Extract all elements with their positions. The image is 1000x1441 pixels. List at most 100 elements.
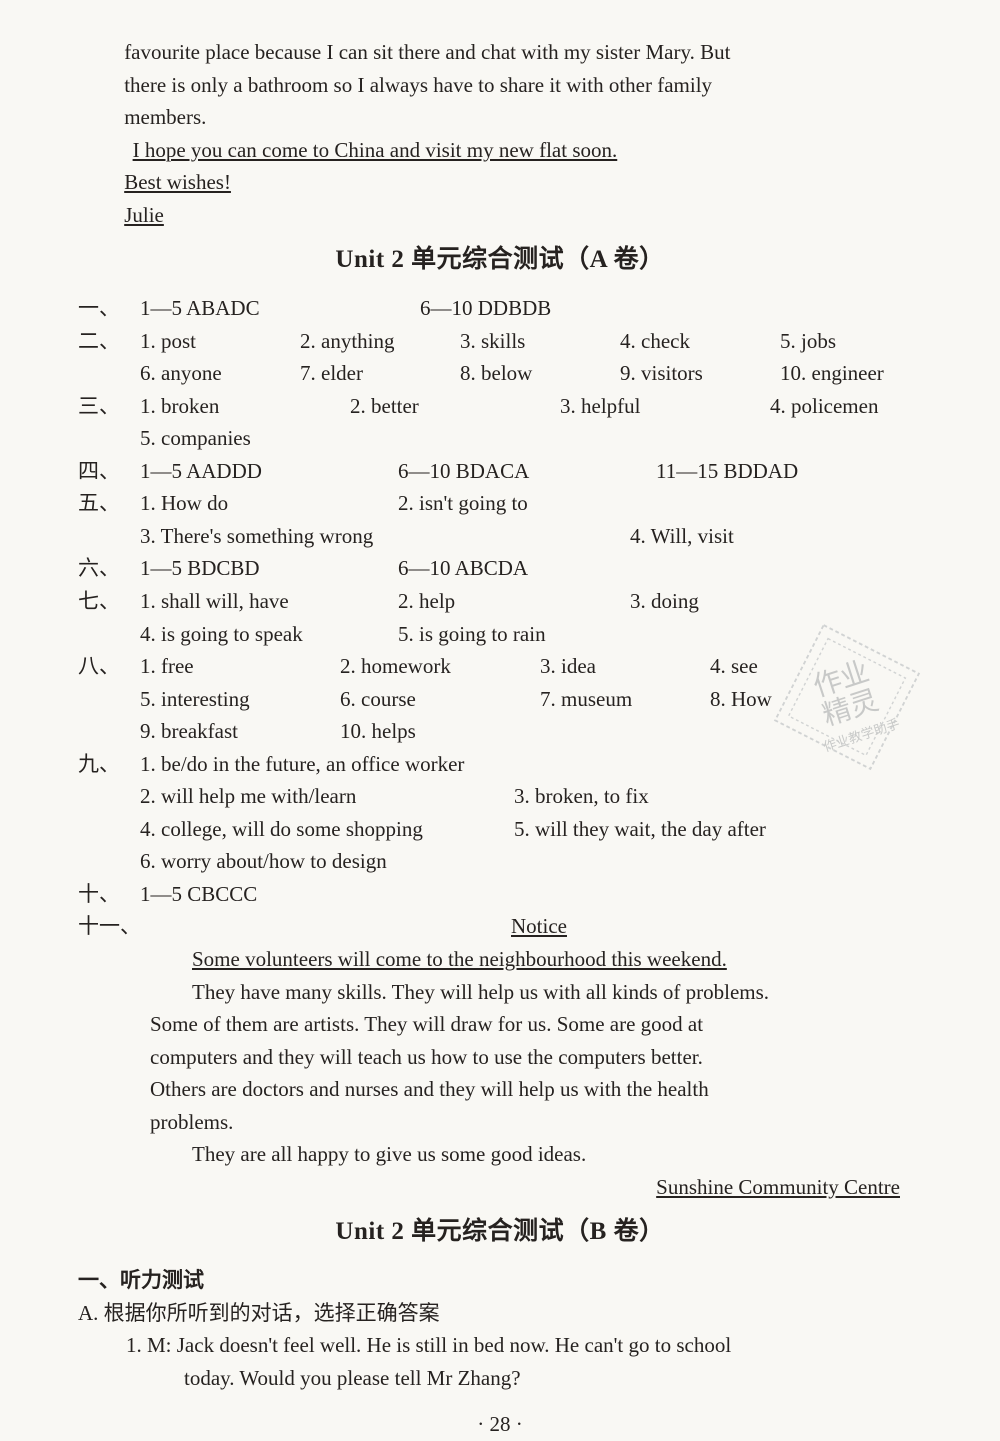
intro-line: Best wishes! <box>78 166 922 199</box>
section-label: 七、 <box>78 585 140 618</box>
answer-item: 3. broken, to fix <box>514 780 649 813</box>
answer-item: 1. How do <box>140 487 398 520</box>
section-label: 六、 <box>78 552 140 585</box>
answer-item: 3. doing <box>630 585 699 618</box>
notice-line: Others are doctors and nurses and they w… <box>78 1073 922 1106</box>
section-9: 九、 1. be/do in the future, an office wor… <box>78 748 922 781</box>
answer-item: 2. anything <box>300 325 460 358</box>
answer-range: 1—5 AADDD <box>140 455 398 488</box>
answer-item: 4. college, will do some shopping <box>140 813 514 846</box>
unit-a-title: Unit 2 单元综合测试（A 卷） <box>78 241 922 280</box>
notice-signature: Sunshine Community Centre <box>78 1171 900 1204</box>
section-label: 十、 <box>78 878 140 911</box>
section-9-row3: 4. college, will do some shopping 5. wil… <box>78 813 922 846</box>
section-6: 六、 1—5 BDCBD 6—10 ABCDA <box>78 552 922 585</box>
unit-b-title: Unit 2 单元综合测试（B 卷） <box>78 1213 922 1252</box>
sub-a: A. 根据你所听到的对话，选择正确答案 <box>78 1297 922 1330</box>
notice-line: problems. <box>78 1106 922 1139</box>
section-label: 五、 <box>78 487 140 520</box>
answer-item: 1. be/do in the future, an office worker <box>140 748 464 781</box>
section-label: 十一、 <box>78 910 156 943</box>
section-7: 七、 1. shall will, have 2. help 3. doing <box>78 585 922 618</box>
answer-item: 2. homework <box>340 650 540 683</box>
answer-range: 11—15 BDDAD <box>656 455 798 488</box>
answer-item: 6. anyone <box>140 357 300 390</box>
answer-item: 7. elder <box>300 357 460 390</box>
answer-range: 6—10 DDBDB <box>420 292 551 325</box>
answer-item: 4. see <box>710 650 758 683</box>
answer-item: 9. breakfast <box>140 715 340 748</box>
section-label: 二、 <box>78 325 140 358</box>
answer-item: 4. is going to speak <box>140 618 398 651</box>
answer-item: 4. Will, visit <box>630 520 734 553</box>
q1-line: 1. M: Jack doesn't feel well. He is stil… <box>78 1329 922 1362</box>
answer-item: 2. isn't going to <box>398 487 528 520</box>
intro-line: there is only a bathroom so I always hav… <box>78 69 922 102</box>
section-label: 九、 <box>78 748 140 781</box>
notice-line: Some of them are artists. They will draw… <box>78 1008 922 1041</box>
page-number: · 28 · <box>78 1408 922 1441</box>
section-2: 二、 1. post 2. anything 3. skills 4. chec… <box>78 325 922 358</box>
answer-item: 3. idea <box>540 650 710 683</box>
intro-line: I hope you can come to China and visit m… <box>78 134 922 167</box>
answer-item: 9. visitors <box>620 357 780 390</box>
answer-range: 1—5 ABADC <box>140 292 420 325</box>
answer-item: 1. post <box>140 325 300 358</box>
answer-item: 10. helps <box>340 715 416 748</box>
answer-item: 6. course <box>340 683 540 716</box>
intro-line: members. <box>78 101 922 134</box>
answer-item: 6. worry about/how to design <box>140 845 387 878</box>
section-3-row2: 5. companies <box>78 422 922 455</box>
section-1: 一、 1—5 ABADC 6—10 DDBDB <box>78 292 922 325</box>
answer-item: 5. will they wait, the day after <box>514 813 766 846</box>
answer-item: 2. better <box>350 390 560 423</box>
section-5: 五、 1. How do 2. isn't going to <box>78 487 922 520</box>
section-4: 四、 1—5 AADDD 6—10 BDACA 11—15 BDDAD <box>78 455 922 488</box>
answer-range: 6—10 BDACA <box>398 455 656 488</box>
answer-item: 2. will help me with/learn <box>140 780 514 813</box>
section-11: 十一、 Notice <box>78 910 922 943</box>
answer-item: 1. broken <box>140 390 350 423</box>
section-3: 三、 1. broken 2. better 3. helpful 4. pol… <box>78 390 922 423</box>
notice-line: computers and they will teach us how to … <box>78 1041 922 1074</box>
answer-item: 4. policemen <box>770 390 878 423</box>
section-9-row4: 6. worry about/how to design <box>78 845 922 878</box>
intro-line: favourite place because I can sit there … <box>78 36 922 69</box>
section-2-row2: 6. anyone 7. elder 8. below 9. visitors … <box>78 357 922 390</box>
section-8: 八、 1. free 2. homework 3. idea 4. see <box>78 650 922 683</box>
answer-item: 7. museum <box>540 683 710 716</box>
section-label: 四、 <box>78 455 140 488</box>
answer-item: 3. There's something wrong <box>140 520 630 553</box>
answer-item: 10. engineer <box>780 357 884 390</box>
notice-line: Some volunteers will come to the neighbo… <box>78 943 922 976</box>
answer-item: 3. helpful <box>560 390 770 423</box>
section-label: 三、 <box>78 390 140 423</box>
section-label: 一、 <box>78 292 140 325</box>
answer-range: 1—5 CBCCC <box>140 878 257 911</box>
answer-item: 2. help <box>398 585 630 618</box>
section-8-row3: 9. breakfast 10. helps <box>78 715 922 748</box>
answer-item: 5. is going to rain <box>398 618 546 651</box>
notice-title: Notice <box>511 914 567 938</box>
section-10: 十、 1—5 CBCCC <box>78 878 922 911</box>
answer-item: 5. interesting <box>140 683 340 716</box>
section-label: 八、 <box>78 650 140 683</box>
q1-line: today. Would you please tell Mr Zhang? <box>78 1362 922 1395</box>
section-7-row2: 4. is going to speak 5. is going to rain <box>78 618 922 651</box>
answer-range: 1—5 BDCBD <box>140 552 398 585</box>
answer-item: 8. How <box>710 683 772 716</box>
answer-item: 1. shall will, have <box>140 585 398 618</box>
answer-item: 5. companies <box>140 422 251 455</box>
section-5-row2: 3. There's something wrong 4. Will, visi… <box>78 520 922 553</box>
section-8-row2: 5. interesting 6. course 7. museum 8. Ho… <box>78 683 922 716</box>
listening-heading: 一、听力测试 <box>78 1264 922 1297</box>
answer-item: 1. free <box>140 650 340 683</box>
answer-item: 8. below <box>460 357 620 390</box>
notice-line: They have many skills. They will help us… <box>78 976 922 1009</box>
answer-item: 4. check <box>620 325 780 358</box>
intro-line: Julie <box>78 199 922 232</box>
section-9-row2: 2. will help me with/learn 3. broken, to… <box>78 780 922 813</box>
answer-item: 5. jobs <box>780 325 836 358</box>
answer-range: 6—10 ABCDA <box>398 552 528 585</box>
notice-line: They are all happy to give us some good … <box>78 1138 922 1171</box>
